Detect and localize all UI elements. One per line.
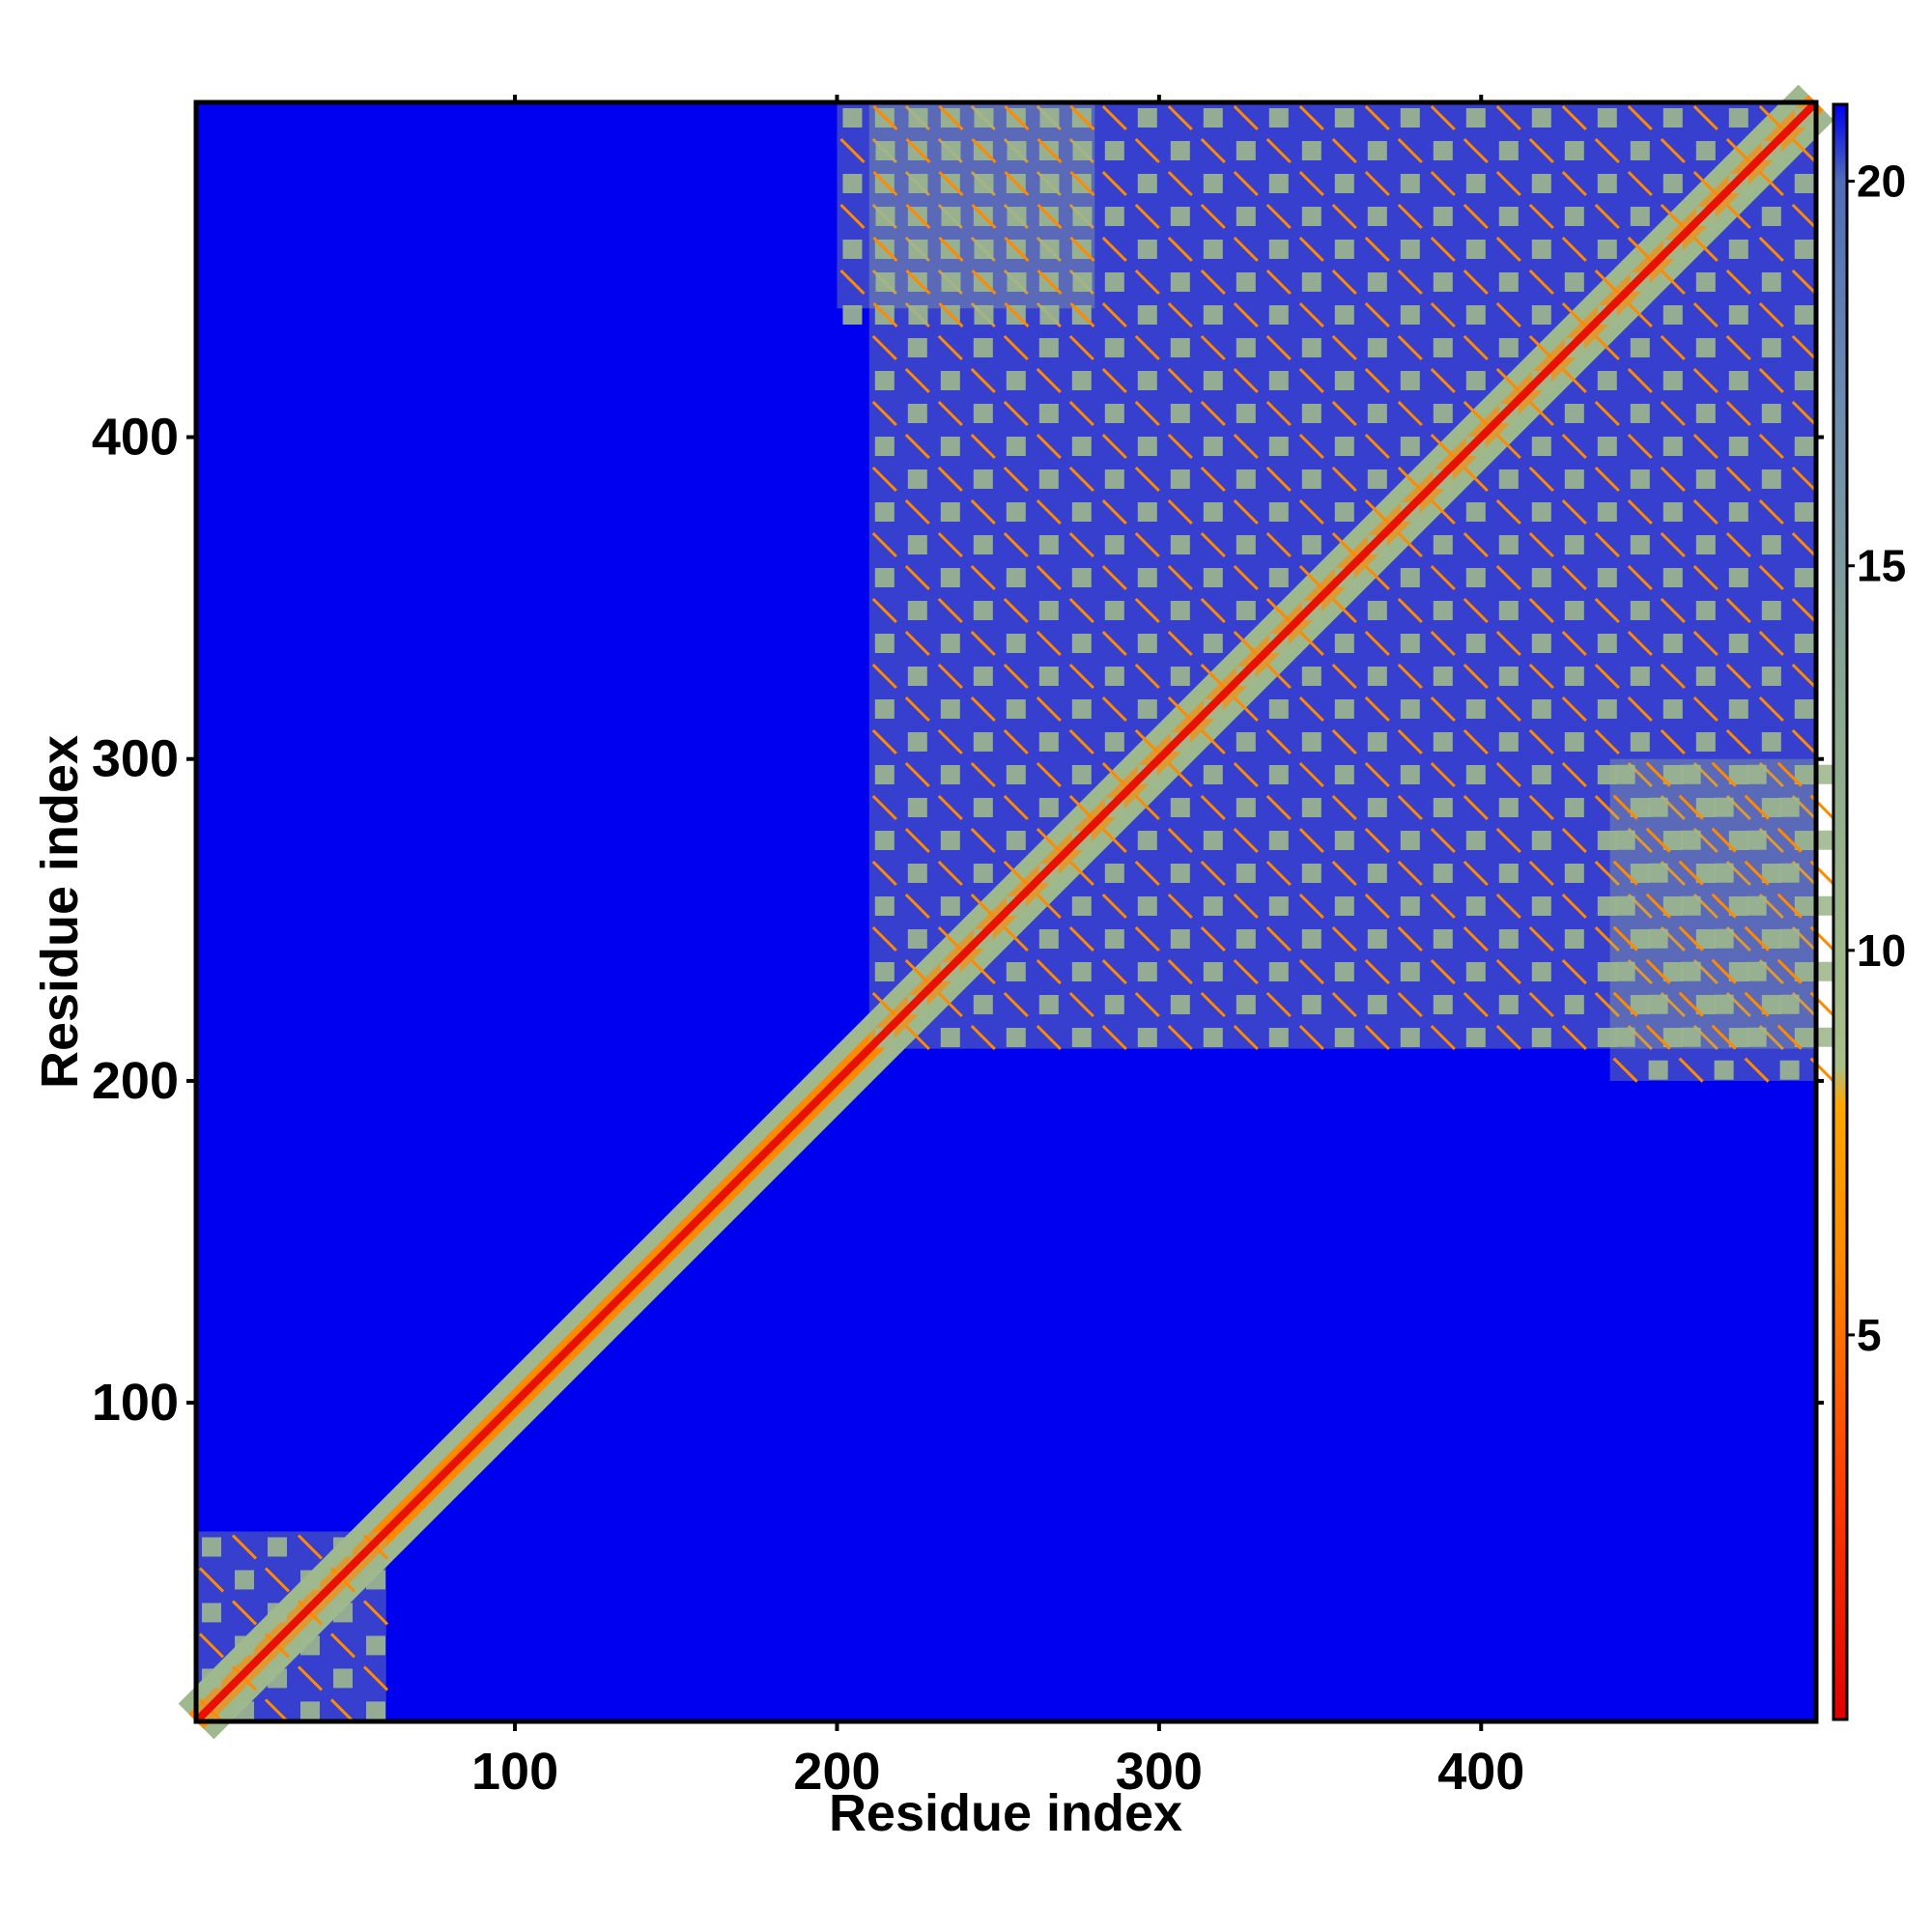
plot-frame xyxy=(193,99,1819,1724)
y-tick-label: 300 xyxy=(92,730,179,788)
y-tick-label: 200 xyxy=(92,1052,179,1110)
x-tick-label: 400 xyxy=(1437,1743,1524,1801)
contact-block-right xyxy=(1609,758,1835,1083)
x-tick-label: 200 xyxy=(793,1743,880,1801)
colorbar: 5 10 15 20 xyxy=(1832,102,1906,1721)
contact-block-top xyxy=(837,102,1095,328)
colorbar-tick-label: 15 xyxy=(1857,541,1906,591)
axes: 100 200 300 400 100 200 300 400 xyxy=(92,95,1824,1801)
x-tick-label: 100 xyxy=(471,1743,558,1801)
y-axis-title: Residue index xyxy=(31,735,89,1089)
heatmap-layer xyxy=(178,84,1835,1740)
y-tick-label: 400 xyxy=(92,409,179,467)
diagonal-line-top xyxy=(193,99,1819,1724)
x-axis-title: Residue index xyxy=(829,1784,1182,1842)
colorbar-gradient xyxy=(1832,102,1849,1721)
y-tick-label: 100 xyxy=(92,1374,179,1432)
x-tick-label: 300 xyxy=(1116,1743,1203,1801)
colorbar-tick-label: 5 xyxy=(1857,1310,1882,1360)
colorbar-tick-label: 10 xyxy=(1857,925,1906,976)
colorbar-tick-label: 20 xyxy=(1857,156,1906,207)
